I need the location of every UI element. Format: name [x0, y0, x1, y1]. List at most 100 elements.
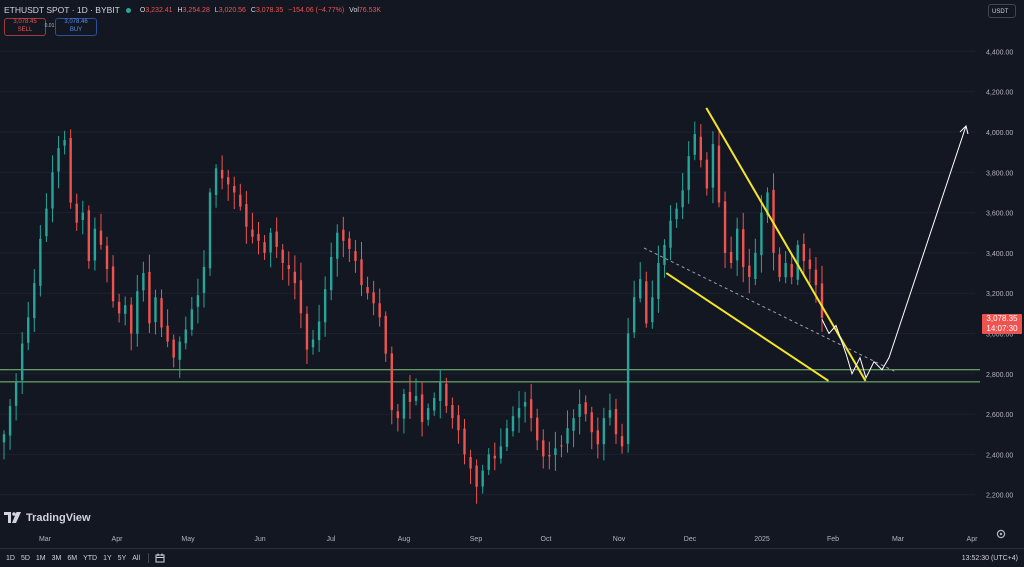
sell-button[interactable]: 3,078.45 SELL: [4, 18, 46, 36]
gear-icon[interactable]: [996, 529, 1006, 539]
candle-body: [384, 315, 387, 354]
candle-body: [372, 292, 375, 304]
candle: [402, 388, 406, 434]
candle: [657, 245, 660, 313]
candle-body: [27, 317, 30, 343]
bottom-toolbar: 1D 5D 1M 3M 6M YTD 1Y 5Y All 13:52:30 (U…: [0, 548, 1024, 567]
candle: [475, 459, 478, 504]
candle: [536, 408, 539, 451]
candle-body: [123, 305, 127, 314]
candle: [426, 403, 430, 426]
candle: [317, 304, 321, 353]
range-all[interactable]: All: [132, 554, 141, 562]
candle: [57, 135, 60, 189]
candle-body: [299, 280, 303, 314]
candle: [481, 464, 484, 494]
candle: [2, 430, 6, 460]
candle-body: [735, 228, 739, 261]
candle: [645, 271, 648, 328]
candle: [572, 409, 575, 448]
candle: [305, 306, 309, 364]
close-value: 3,078.35: [255, 6, 284, 14]
time-tick-label: Nov: [613, 536, 626, 543]
low-value: 3,020.56: [218, 6, 246, 14]
candle: [257, 221, 260, 255]
candle-body: [148, 271, 151, 324]
candle-body: [281, 249, 284, 263]
candle-body: [111, 266, 115, 302]
candle-body: [263, 242, 266, 253]
candle-body: [469, 457, 472, 469]
candle-body: [475, 465, 478, 487]
candle: [560, 435, 563, 458]
range-1d[interactable]: 1D: [6, 554, 15, 562]
candle: [336, 224, 339, 277]
candle-body: [402, 393, 406, 419]
candle-body: [426, 408, 430, 420]
candle-body: [39, 238, 42, 286]
candle: [457, 405, 460, 444]
buy-label: BUY: [69, 26, 83, 33]
candle-body: [499, 446, 503, 459]
bar-countdown: 14:07:30: [986, 324, 1018, 333]
price-tick-label: 2,400.00: [986, 452, 1013, 459]
candle-body: [414, 395, 418, 401]
open-value: 3,232.41: [145, 6, 173, 14]
buy-button[interactable]: 3,078.46 BUY: [55, 18, 97, 36]
calendar-icon[interactable]: [155, 553, 165, 563]
candle: [699, 124, 703, 168]
candle-body: [760, 212, 763, 256]
range-ytd[interactable]: YTD: [83, 554, 98, 562]
candle: [620, 423, 624, 454]
candle-body: [802, 244, 806, 261]
candle: [69, 129, 72, 209]
candle-body: [336, 232, 339, 259]
candle-body: [790, 264, 793, 278]
price-tick-label: 2,800.00: [986, 372, 1013, 379]
range-5d[interactable]: 5D: [20, 554, 30, 562]
candle-body: [645, 281, 648, 324]
candle-body: [317, 321, 321, 341]
candle: [160, 289, 163, 338]
candle-body: [305, 313, 309, 350]
candle: [111, 255, 115, 308]
tradingview-logo[interactable]: TradingView: [4, 512, 91, 524]
candle: [790, 253, 793, 285]
candle-body: [463, 428, 466, 455]
candle-body: [14, 381, 18, 406]
candle: [239, 183, 242, 211]
range-1y[interactable]: 1Y: [103, 554, 112, 562]
candle-body: [445, 383, 448, 407]
candle: [796, 240, 799, 286]
price-tick-label: 3,400.00: [986, 251, 1013, 258]
candle-body: [202, 267, 206, 293]
range-3m[interactable]: 3M: [51, 554, 62, 562]
symbol-title[interactable]: ETHUSDT SPOT · 1D · BYBIT: [4, 5, 120, 15]
currency-selector[interactable]: USDT: [988, 4, 1016, 18]
candle-body: [142, 273, 145, 291]
candle-body: [487, 454, 490, 470]
candle-body: [348, 238, 351, 249]
candle-body: [136, 291, 139, 334]
range-1m[interactable]: 1M: [35, 554, 46, 562]
candle: [802, 233, 806, 277]
candle-body: [251, 229, 254, 237]
candle: [20, 331, 24, 395]
low-label: L: [214, 6, 219, 14]
range-6m[interactable]: 6M: [67, 554, 78, 562]
tradingview-logo-icon: [4, 512, 21, 523]
candle: [51, 155, 54, 223]
candle: [190, 296, 194, 336]
range-5y[interactable]: 5Y: [117, 554, 127, 562]
last-price-label: 3,078.35 14:07:30: [982, 314, 1022, 334]
candle: [554, 431, 557, 471]
candle-body: [130, 304, 133, 334]
candle: [130, 297, 133, 351]
time-tick-label: Feb: [827, 536, 839, 543]
clock-readout[interactable]: 13:52:30 (UTC+4): [961, 554, 1018, 562]
candle: [81, 200, 84, 235]
candle-body: [596, 430, 600, 445]
candle-body: [511, 416, 515, 432]
candle: [584, 395, 587, 422]
